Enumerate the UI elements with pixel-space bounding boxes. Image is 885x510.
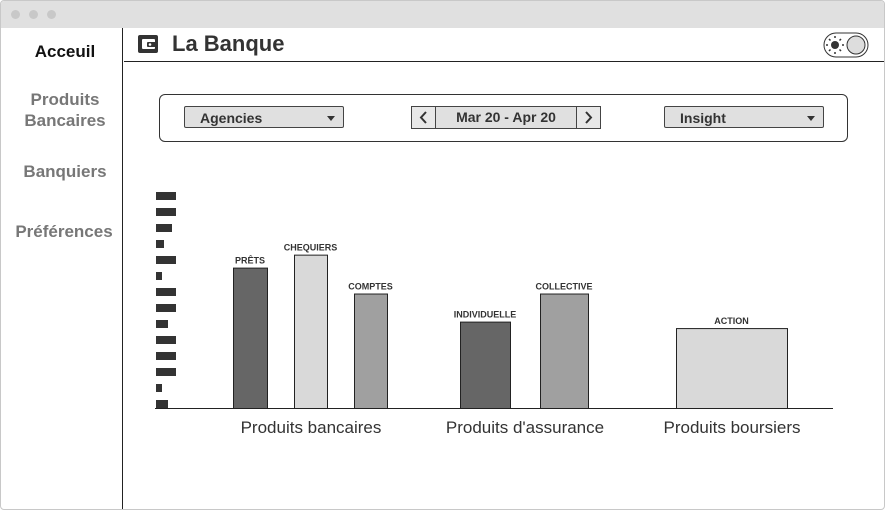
category-label: Produits bancaires xyxy=(241,418,382,437)
axis-placeholder xyxy=(156,192,176,408)
bar xyxy=(294,254,328,409)
app-title: La Banque xyxy=(172,31,285,56)
window-dot[interactable] xyxy=(47,10,56,19)
window-dot[interactable] xyxy=(29,10,38,19)
theme-toggle[interactable] xyxy=(823,32,869,58)
nav-item[interactable]: Préférences xyxy=(15,222,113,241)
nav-item[interactable]: Produits Bancaires xyxy=(24,90,106,130)
sidebar: Acceuil Produits Bancaires Banquiers Pré… xyxy=(1,28,123,509)
filter-panel xyxy=(159,94,848,142)
bar xyxy=(460,321,511,410)
date-range: Mar 20 - Apr 20 xyxy=(411,106,601,129)
bar xyxy=(233,267,268,409)
category-label: Produits boursiers xyxy=(663,418,800,437)
prev-button[interactable] xyxy=(411,106,436,129)
bar-label: INDIVIDUELLE xyxy=(454,310,517,320)
bar-label: COLLECTIVE xyxy=(535,282,592,292)
bar xyxy=(354,293,388,409)
bar-label: PRÊTS xyxy=(235,255,265,266)
view-dropdown[interactable]: Insight xyxy=(664,106,824,128)
bar xyxy=(676,328,788,409)
bar-label: CHEQUIERS xyxy=(284,243,338,253)
bar-label: ACTION xyxy=(714,316,749,326)
scope-dropdown[interactable]: Agencies xyxy=(184,106,344,128)
nav-item[interactable]: Acceuil xyxy=(34,42,96,61)
header-divider xyxy=(124,61,884,62)
window-dot[interactable] xyxy=(11,10,20,19)
bar-label: COMPTES xyxy=(348,282,393,292)
title-bar xyxy=(1,1,884,28)
date-label: Mar 20 - Apr 20 xyxy=(456,109,556,125)
bar xyxy=(540,293,589,409)
category-label: Produits d'assurance xyxy=(446,418,604,437)
wallet-icon xyxy=(138,35,158,53)
nav-item[interactable]: Banquiers xyxy=(23,162,107,181)
next-button[interactable] xyxy=(576,106,601,129)
